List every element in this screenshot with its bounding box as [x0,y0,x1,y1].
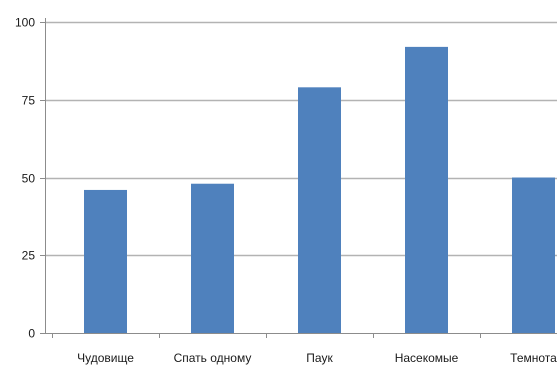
y-tick-label: 100 [15,16,35,30]
y-tick-labels: 0 25 50 75 100 [15,16,35,341]
x-tick-label: Паук [306,351,333,365]
bar [512,177,555,333]
y-tick-label: 25 [22,249,36,263]
x-tick-label: Насекомые [395,351,459,365]
bar [298,87,341,333]
y-tick-label: 0 [28,327,35,341]
axes [40,18,557,338]
x-tick-label: Чудовище [77,351,134,365]
bar [191,183,234,333]
y-tick-label: 75 [22,94,36,108]
x-tick-label: Темнота [510,351,557,365]
x-tick-label: Спать одному [174,351,252,365]
bars [84,46,555,333]
bar [84,189,127,333]
y-tick-label: 50 [22,172,36,186]
x-tick-labels: Чудовище Спать одному Паук Насекомые Темнота [77,351,557,365]
bar [405,46,448,333]
